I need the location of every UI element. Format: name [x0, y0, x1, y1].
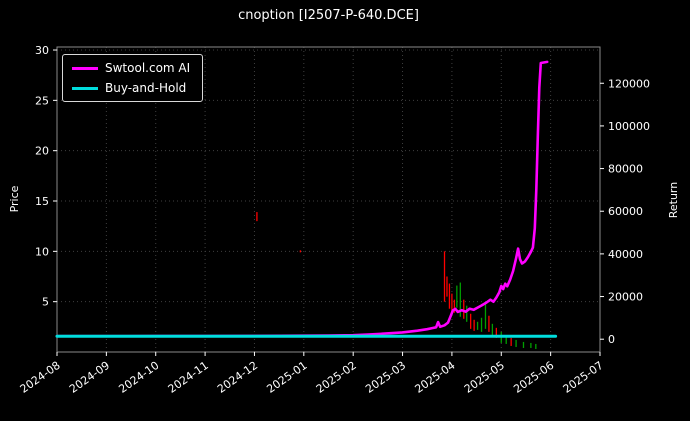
legend-label-buy-and-hold: Buy-and-Hold	[105, 81, 187, 95]
legend-label-ai: Swtool.com AI	[105, 61, 191, 75]
legend: Swtool.com AI Buy-and-Hold	[62, 54, 204, 102]
legend-item-ai: Swtool.com AI	[72, 61, 190, 75]
plot-border	[56, 46, 601, 353]
x-tick-label: 2024-12	[215, 359, 260, 396]
x-tick-label: 2025-03	[363, 359, 408, 396]
x-tick-label: 2025-05	[462, 359, 507, 396]
x-tick-label: 2025-06	[511, 359, 556, 396]
y-tick-label-left: 15	[35, 195, 49, 208]
y-tick-label-left: 5	[42, 296, 49, 309]
x-tick-label: 2025-01	[264, 359, 309, 396]
chart-title: cnoption [I2507-P-640.DCE]	[238, 8, 419, 23]
x-tick-label: 2025-04	[413, 359, 458, 396]
y-tick-label-left: 10	[35, 245, 49, 258]
x-tick-label: 2024-08	[18, 359, 63, 396]
y-tick-label-right: 40000	[608, 248, 643, 261]
y-tick-label-left: 20	[35, 145, 49, 158]
legend-item-buy-and-hold: Buy-and-Hold	[72, 81, 190, 95]
x-tick-label: 2025-02	[314, 359, 359, 396]
x-tick-label: 2024-10	[116, 359, 161, 396]
x-tick-label: 2025-07	[561, 359, 606, 396]
x-tick-label: 2024-11	[166, 359, 211, 396]
y-tick-label-right: 0	[608, 333, 615, 346]
ai-line-swatch	[72, 66, 98, 70]
y-tick-label-right: 100000	[608, 120, 650, 133]
x-tick-label: 2024-09	[67, 359, 112, 396]
y-tick-label-right: 120000	[608, 77, 650, 90]
price-bars	[256, 212, 537, 349]
buy-and-hold-line-swatch	[72, 86, 98, 90]
tick-marks	[53, 49, 604, 356]
y-tick-label-right: 80000	[608, 163, 643, 176]
series-line-swtool-com-ai	[55, 60, 549, 338]
y-tick-label-left: 25	[35, 94, 49, 107]
y-tick-label-left: 30	[35, 44, 49, 57]
y-tick-label-right: 60000	[608, 205, 643, 218]
y-tick-label-right: 20000	[608, 291, 643, 304]
